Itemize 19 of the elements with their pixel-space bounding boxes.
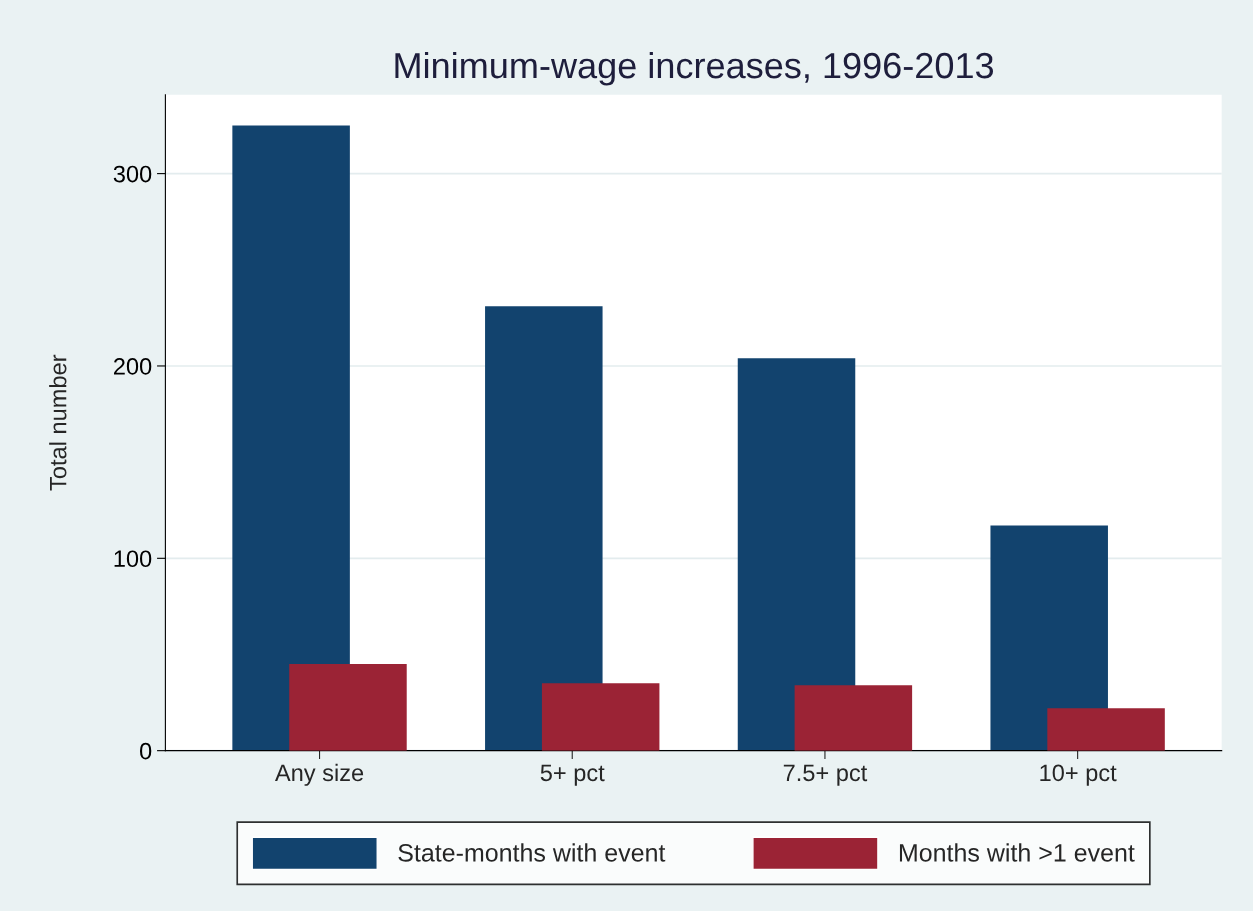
y-tick-label: 100 <box>114 550 152 568</box>
x-tick-label: 7.5+ pct <box>783 764 868 786</box>
y-tick-label: 0 <box>139 742 152 760</box>
bar <box>541 683 660 751</box>
bar <box>485 306 603 751</box>
chart-title: Minimum-wage increases, 1996-2013 <box>395 51 994 86</box>
x-tick-label: 10+ pct <box>1040 764 1117 786</box>
y-axis-title: Total number <box>49 354 67 491</box>
y-tick-label: 200 <box>114 358 152 375</box>
bar <box>1047 708 1165 751</box>
legend-label: Months with >1 event <box>899 843 1135 862</box>
y-tick-label: 300 <box>113 165 152 183</box>
x-tick-label: 5+ pct <box>540 764 605 786</box>
bar <box>232 125 350 751</box>
bar <box>289 664 407 751</box>
bar <box>737 358 856 751</box>
bar <box>794 685 913 751</box>
x-tick-label: Any size <box>274 763 364 786</box>
legend-label: State-months with event <box>398 843 666 862</box>
